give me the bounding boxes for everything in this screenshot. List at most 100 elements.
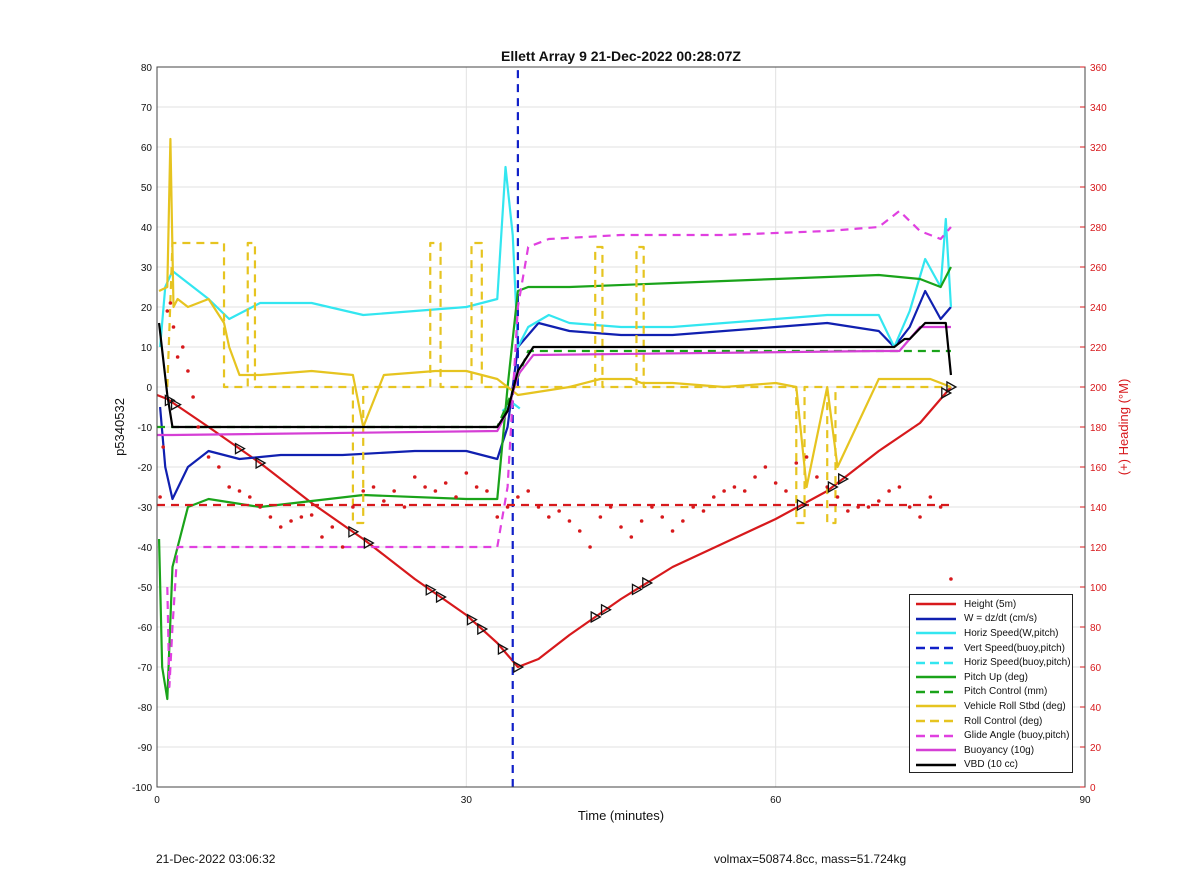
- legend-swatch: [916, 661, 956, 664]
- y2-tick-label: 300: [1090, 183, 1107, 194]
- heading-point: [258, 505, 262, 509]
- height-marker: [170, 398, 182, 411]
- heading-point: [815, 475, 819, 479]
- heading-point: [361, 489, 366, 493]
- y2-tick-label: 260: [1090, 263, 1107, 274]
- y-tick-label: 80: [141, 63, 153, 74]
- legend-swatch: [916, 705, 956, 708]
- heading-point: [443, 481, 448, 485]
- heading-point: [526, 489, 530, 493]
- heading-point: [371, 485, 376, 489]
- heading-point: [907, 505, 912, 509]
- series-height-5m: [156, 386, 952, 669]
- height-marker: [941, 386, 953, 400]
- series-pitch-up-deg: [157, 266, 952, 701]
- height-marker: [838, 472, 850, 486]
- heading-point: [180, 345, 185, 349]
- heading-point: [320, 535, 324, 539]
- heading-point: [753, 475, 757, 479]
- heading-point: [701, 509, 706, 513]
- y-tick-label: -100: [132, 783, 152, 794]
- height-marker: [796, 498, 808, 512]
- height-marker: [348, 525, 360, 538]
- y-tick-label: -10: [138, 423, 153, 434]
- heading-point: [227, 485, 231, 489]
- heading-point: [382, 499, 386, 503]
- y-tick-label: 30: [141, 263, 153, 274]
- legend-label: Glide Angle (buoy,pitch): [964, 730, 1070, 742]
- heading-point: [171, 325, 176, 329]
- heading-point: [161, 445, 165, 449]
- heading-point: [268, 515, 273, 519]
- height-marker: [631, 583, 643, 596]
- height-marker: [363, 536, 375, 550]
- heading-point: [949, 577, 953, 581]
- heading-point: [330, 525, 335, 529]
- height-marker: [827, 480, 839, 494]
- heading-point: [206, 455, 211, 459]
- y-tick-label: 50: [141, 183, 153, 194]
- heading-point: [454, 495, 458, 499]
- legend-label: Height (5m): [964, 598, 1017, 610]
- series-horiz-speed-w-pitch: [158, 165, 953, 349]
- legend-label: W = dz/dt (cm/s): [964, 613, 1038, 625]
- heading-point: [536, 505, 541, 509]
- y-tick-label: -50: [138, 583, 153, 594]
- height-marker: [477, 622, 489, 636]
- heading-point: [464, 471, 469, 475]
- left-ticks: -100-90-80-70-60-50-40-30-20-10010203040…: [132, 63, 152, 794]
- height-marker: [435, 590, 447, 604]
- heading-point: [691, 505, 695, 509]
- heading-point: [186, 369, 190, 373]
- legend-swatch: [916, 719, 956, 723]
- heading-point: [650, 505, 654, 509]
- y-tick-label: -90: [138, 743, 153, 754]
- heading-point: [670, 529, 675, 533]
- x-axis-label: Time (minutes): [578, 808, 664, 823]
- heading-point: [309, 513, 314, 517]
- heading-point: [516, 495, 520, 499]
- series-heading: [158, 301, 953, 581]
- heading-point: [804, 455, 809, 459]
- height-marker: [425, 583, 437, 596]
- legend-swatch: [916, 749, 956, 752]
- legend-label: Pitch Control (mm): [964, 686, 1048, 698]
- y2-tick-label: 100: [1090, 583, 1107, 594]
- heading-point: [392, 489, 396, 493]
- height-marker: [164, 394, 176, 407]
- y2-tick-label: 200: [1090, 383, 1107, 394]
- y2-tick-label: 320: [1090, 143, 1107, 154]
- legend-swatch: [916, 690, 956, 694]
- y-tick-label: 40: [141, 223, 153, 234]
- heading-point: [784, 489, 788, 493]
- legend-label: Horiz Speed(W,pitch): [964, 627, 1059, 639]
- footer-date: 21-Dec-2022 03:06:32: [156, 852, 276, 866]
- heading-point: [629, 535, 634, 539]
- x-tick-label: 0: [154, 795, 160, 806]
- heading-point: [588, 545, 592, 549]
- legend-item: Roll Control (deg): [910, 714, 1072, 729]
- y2-tick-label: 40: [1090, 703, 1102, 714]
- y-tick-label: -70: [138, 663, 153, 674]
- legend-item: Horiz Speed(buoy,pitch): [910, 655, 1072, 670]
- y2-tick-label: 160: [1090, 463, 1107, 474]
- heading-point: [608, 505, 613, 509]
- x-tick-label: 60: [770, 795, 782, 806]
- heading-point: [248, 495, 252, 499]
- heading-point: [505, 505, 510, 509]
- heading-point: [598, 515, 603, 519]
- heading-point: [681, 519, 685, 523]
- heading-point: [835, 495, 840, 499]
- heading-point: [577, 529, 582, 533]
- y-tick-label: 10: [141, 343, 153, 354]
- y2-tick-label: 0: [1090, 783, 1096, 794]
- legend-label: Vehicle Roll Stbd (deg): [964, 700, 1066, 712]
- height-marker: [513, 660, 525, 674]
- legend-label: Vert Speed(buoy,pitch): [964, 642, 1065, 654]
- y-tick-label: 60: [141, 143, 153, 154]
- heading-point: [402, 505, 407, 509]
- height-marker: [255, 456, 267, 470]
- heading-point: [158, 495, 162, 499]
- y-tick-label: -80: [138, 703, 153, 714]
- heading-point: [547, 515, 551, 519]
